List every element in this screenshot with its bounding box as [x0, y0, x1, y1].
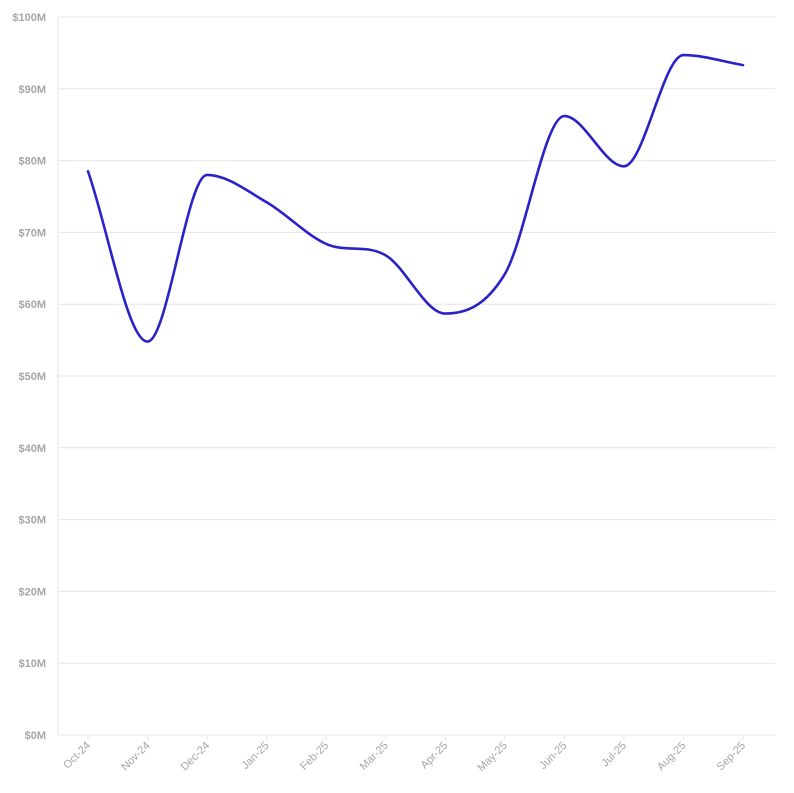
x-axis-ticks: Oct-24 Nov-24 Dec-24 Jan-25 Feb-25 Mar-25 Apr-… [61, 735, 748, 774]
y-tick-label: $80M [18, 156, 46, 168]
y-tick-label: $50M [18, 371, 46, 383]
x-tick-label: May-25 [476, 740, 510, 774]
x-tick-label: Mar-25 [358, 740, 391, 773]
x-tick-label: Sep-25 [715, 740, 749, 774]
y-tick-label: $60M [18, 299, 46, 311]
y-axis-ticks: $0M $10M $20M $30M $40M $50M $60M $70M $80M $90M $… [12, 12, 46, 742]
y-tick-label: $70M [18, 227, 46, 239]
y-tick-label: $30M [18, 515, 46, 527]
y-tick-label: $10M [18, 658, 46, 670]
y-tick-label: $90M [18, 84, 46, 96]
series-line [86, 53, 745, 343]
x-tick-label: Nov-24 [119, 740, 153, 774]
y-tick-label: $100M [12, 12, 46, 24]
x-tick-label: Jan-25 [239, 740, 271, 772]
x-tick-label: Aug-25 [655, 740, 689, 774]
x-tick-label: Dec-24 [179, 740, 213, 774]
y-tick-label: $40M [18, 443, 46, 455]
x-tick-label: Jul-25 [599, 740, 629, 770]
x-tick-label: Apr-25 [419, 740, 451, 772]
x-tick-label: Jun-25 [537, 740, 569, 772]
x-tick-label: Oct-24 [61, 740, 93, 772]
grid-lines [58, 16, 775, 736]
series-layer [86, 53, 745, 343]
y-tick-label: $20M [18, 586, 46, 598]
x-tick-label: Feb-25 [298, 740, 331, 773]
y-tick-label: $0M [25, 730, 46, 742]
